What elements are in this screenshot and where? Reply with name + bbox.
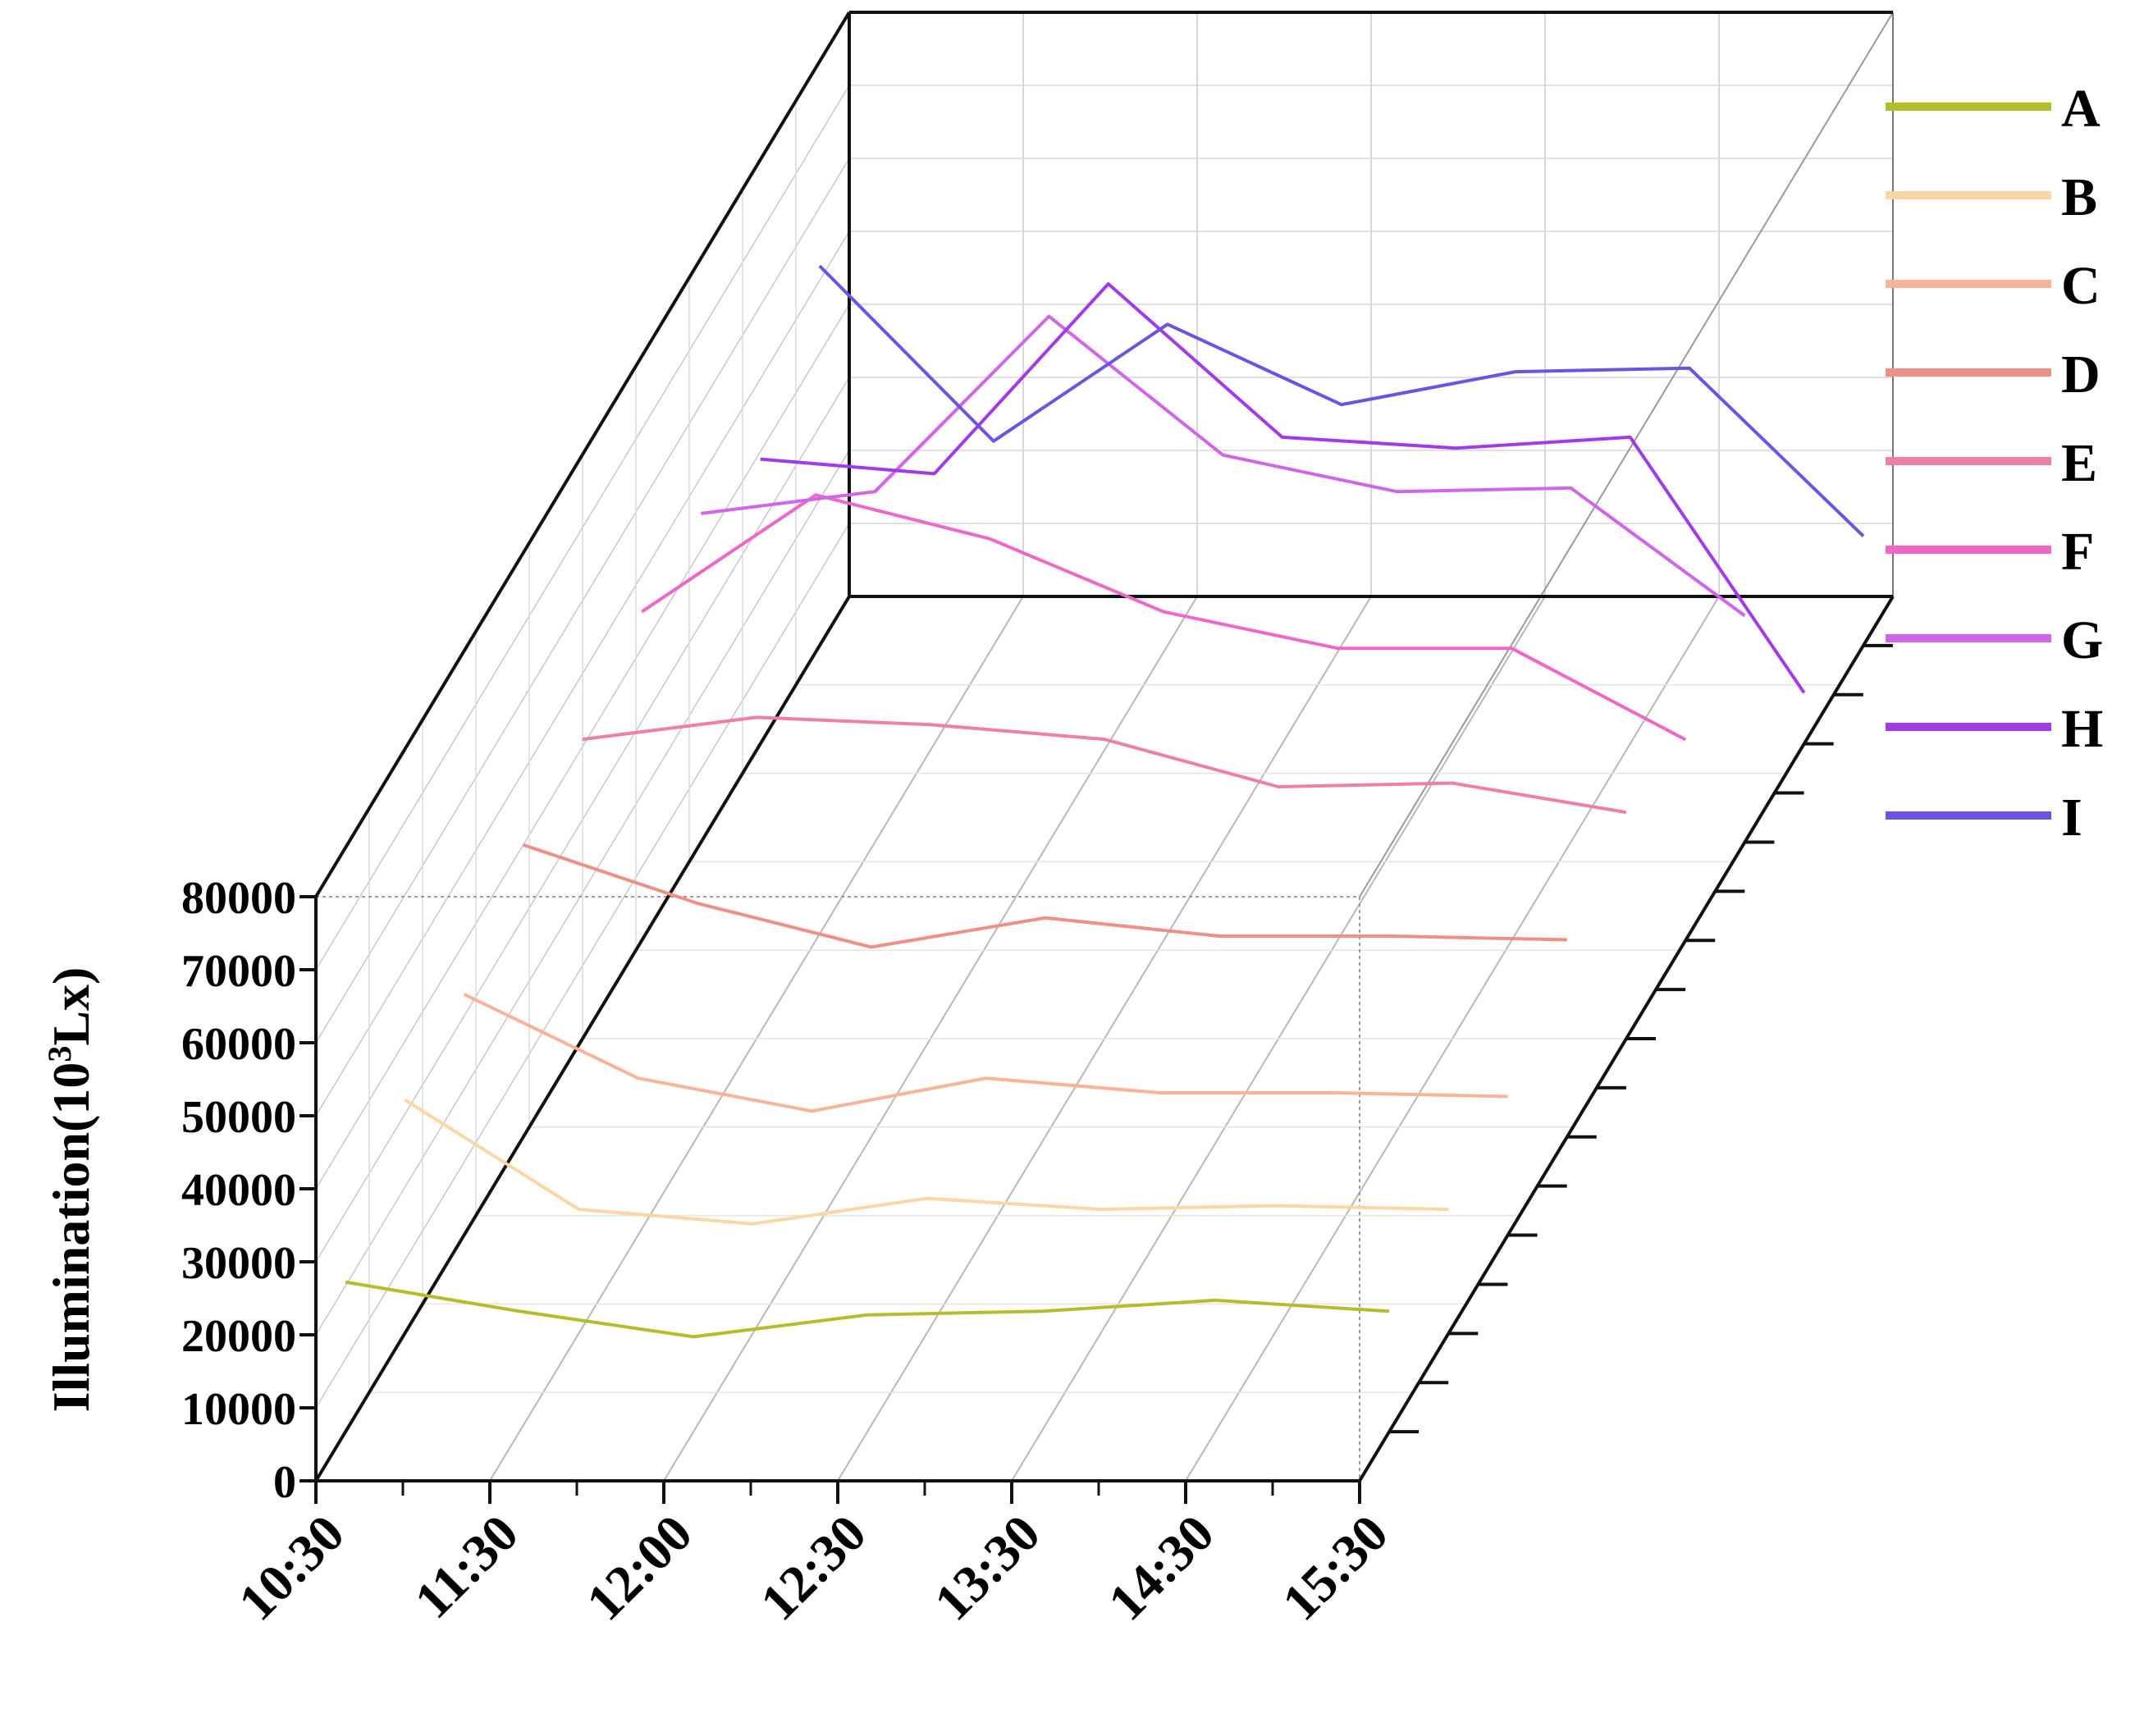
x-tick-label: 15:30 [1271,1504,1399,1632]
legend-label-H: H [2061,699,2103,759]
series-line-G [701,314,1746,618]
series-line-A [345,1280,1390,1339]
left-floor-edge [314,595,851,1482]
series-layer [345,264,1865,1339]
legend-label-D: D [2061,345,2101,404]
x-tick-label: 13:30 [923,1504,1051,1632]
series-line-F [641,493,1687,742]
series-line-D [523,843,1567,949]
y-tick-label: 50000 [181,1092,296,1143]
y-tick-label: 0 [273,1457,296,1508]
x-tick-label: 10:30 [227,1504,355,1632]
series-line-C [463,993,1508,1113]
legend-label-I: I [2061,788,2082,847]
labels-layer: 0 10000 20000 30000 40000 50000 60000 70000 8000… [181,873,1399,1631]
series-line-I [818,264,1865,537]
x-tick-label: 11:30 [404,1504,529,1629]
y-axis-title: Illumination(103Lx) [41,967,101,1413]
series-line-B [404,1098,1449,1226]
y-tick-label: 10000 [181,1384,296,1435]
front-frame-edge [316,896,1360,1481]
legend-label-E: E [2061,433,2097,493]
frame-layer [314,11,1895,1482]
legend-label-C: C [2061,256,2101,316]
ticks-layer [299,643,1893,1504]
y-tick-label: 60000 [181,1019,296,1070]
y-tick-label: 20000 [181,1311,296,1362]
series-line-H [760,282,1806,694]
x-tick-label: 12:30 [749,1504,877,1632]
y-tick-label: 70000 [181,946,296,997]
top-edge [1359,11,1894,898]
legend-label-B: B [2061,167,2097,227]
legend-label-F: F [2061,522,2094,582]
left-top-edge [314,11,851,898]
x-tick-label: 12:00 [575,1504,703,1632]
y-tick-label: 30000 [181,1238,296,1289]
legend-label-A: A [2061,79,2101,139]
legend-label-G: G [2061,610,2103,670]
grid-layer [315,11,1894,1482]
y-tick-label: 80000 [181,873,296,924]
y-tick-label: 40000 [181,1165,296,1216]
series-line-E [582,715,1627,815]
x-tick-label: 14:30 [1097,1504,1225,1632]
